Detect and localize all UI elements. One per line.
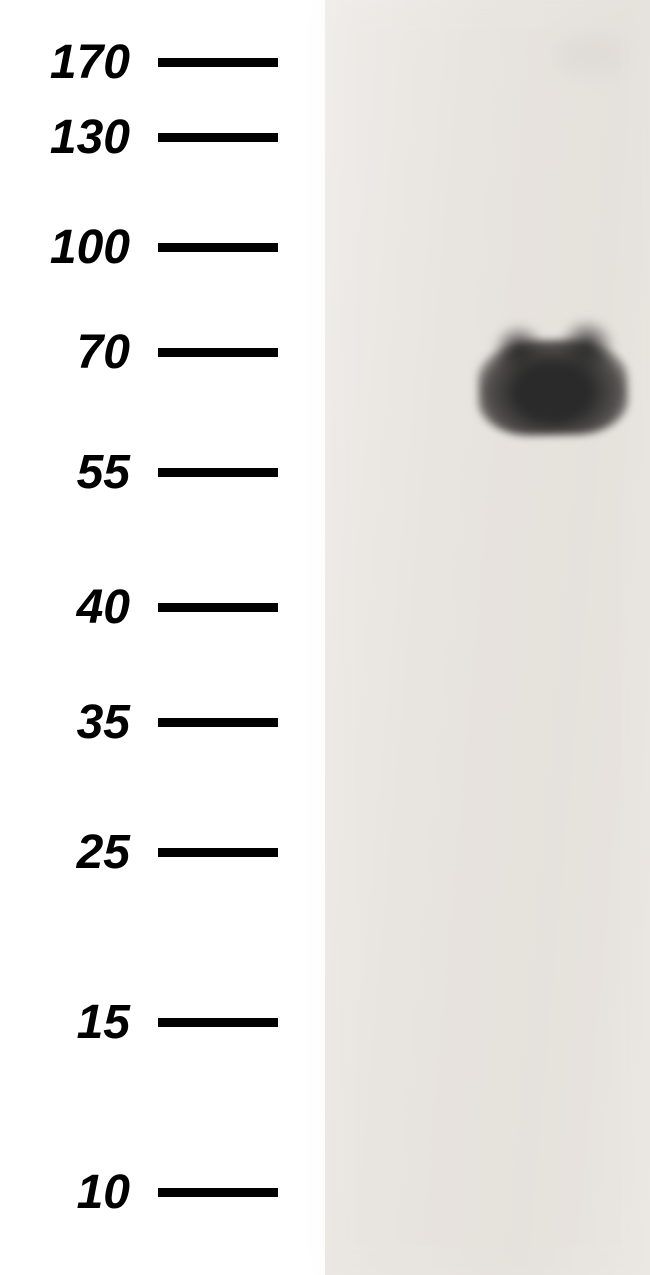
mw-marker-label: 130: [0, 110, 130, 165]
mw-marker-label: 25: [0, 825, 130, 880]
mw-marker-tick: [158, 468, 278, 477]
mw-marker: 100: [0, 220, 278, 275]
membrane-smudge: [325, 0, 650, 1275]
mw-marker-label: 10: [0, 1165, 130, 1220]
mw-marker: 130: [0, 110, 278, 165]
molecular-weight-ladder: 170 130 100 70 55 40 35 25 15 10: [0, 0, 325, 1275]
western-blot-figure: 170 130 100 70 55 40 35 25 15 10: [0, 0, 650, 1275]
mw-marker-tick: [158, 58, 278, 67]
mw-marker-label: 35: [0, 695, 130, 750]
blot-membrane: [325, 0, 650, 1275]
mw-marker: 10: [0, 1165, 278, 1220]
mw-marker-tick: [158, 1018, 278, 1027]
mw-marker: 170: [0, 35, 278, 90]
mw-marker-tick: [158, 348, 278, 357]
mw-marker-label: 55: [0, 445, 130, 500]
mw-marker: 25: [0, 825, 278, 880]
mw-marker: 55: [0, 445, 278, 500]
mw-marker-label: 70: [0, 325, 130, 380]
mw-marker-tick: [158, 718, 278, 727]
mw-marker-tick: [158, 1188, 278, 1197]
protein-band: [477, 339, 629, 437]
mw-marker: 15: [0, 995, 278, 1050]
mw-marker: 40: [0, 580, 278, 635]
mw-marker: 70: [0, 325, 278, 380]
mw-marker-label: 170: [0, 35, 130, 90]
mw-marker-label: 40: [0, 580, 130, 635]
mw-marker-label: 15: [0, 995, 130, 1050]
band-shoulder: [558, 318, 616, 376]
mw-marker-tick: [158, 243, 278, 252]
band-shoulder: [492, 323, 545, 376]
mw-marker-tick: [158, 848, 278, 857]
mw-marker-tick: [158, 133, 278, 142]
mw-marker-label: 100: [0, 220, 130, 275]
mw-marker-tick: [158, 603, 278, 612]
mw-marker: 35: [0, 695, 278, 750]
